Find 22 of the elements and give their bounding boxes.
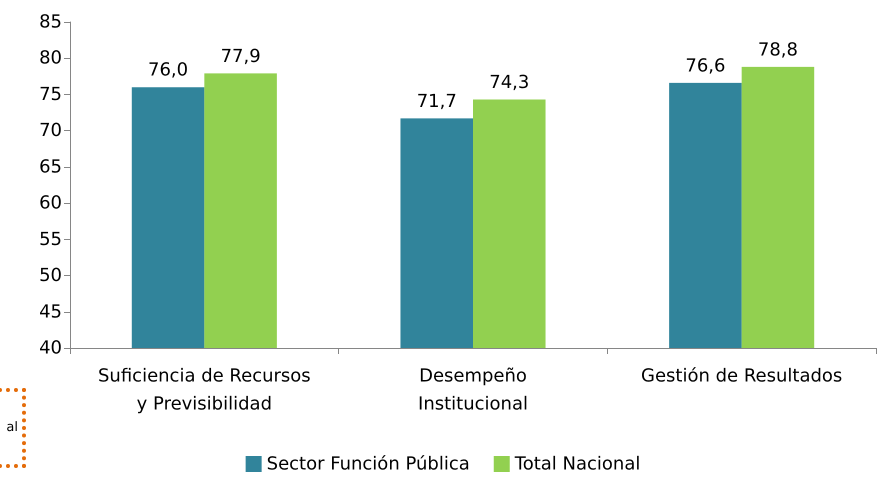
data-label: 74,3 xyxy=(489,72,530,94)
x-tick-label: Suficiencia de Recursos y Previsibilidad xyxy=(98,366,311,414)
y-tick-label: 75 xyxy=(39,84,62,105)
data-label: 77,9 xyxy=(220,46,261,67)
data-label: 76,0 xyxy=(148,60,188,81)
legend-label: Sector Función Pública xyxy=(266,454,470,474)
y-tick-label: 45 xyxy=(39,301,62,322)
data-label: 76,6 xyxy=(685,55,726,76)
y-tick-label: 85 xyxy=(39,12,62,32)
y-tick-label: 40 xyxy=(39,338,62,358)
legend-label: Total Nacional xyxy=(514,454,640,474)
x-tick-label: Desempeño Institucional xyxy=(418,366,528,414)
y-tick-label: 50 xyxy=(39,265,62,286)
y-tick-label: 65 xyxy=(39,156,62,178)
dotted-frame: al xyxy=(0,388,26,468)
y-tick-label: 55 xyxy=(39,228,62,250)
x-tick-label: Gestión de Resultados xyxy=(641,366,842,386)
y-tick-label: 60 xyxy=(39,192,62,214)
data-label: 78,8 xyxy=(758,39,798,60)
y-tick-label: 80 xyxy=(39,48,62,69)
data-label: 71,7 xyxy=(416,90,457,112)
y-tick-label: 70 xyxy=(39,120,62,142)
